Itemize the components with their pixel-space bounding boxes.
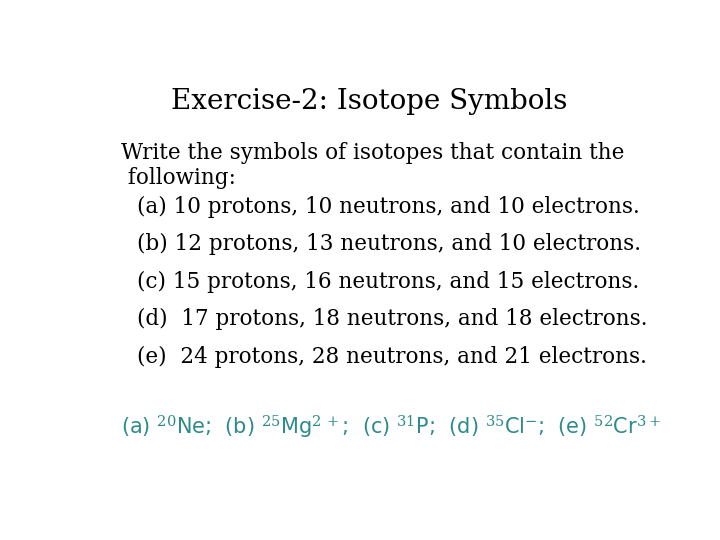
Text: Exercise-2: Isotope Symbols: Exercise-2: Isotope Symbols bbox=[171, 87, 567, 114]
Text: (e)  24 protons, 28 neutrons, and 21 electrons.: (e) 24 protons, 28 neutrons, and 21 elec… bbox=[138, 346, 647, 368]
Text: (b) 12 protons, 13 neutrons, and 10 electrons.: (b) 12 protons, 13 neutrons, and 10 elec… bbox=[138, 233, 642, 255]
Text: (c) 15 protons, 16 neutrons, and 15 electrons.: (c) 15 protons, 16 neutrons, and 15 elec… bbox=[138, 271, 639, 293]
Text: (a) $^{20}$Ne;  (b) $^{25}$Mg$^{2\,+}$;  (c) $^{31}$P;  (d) $^{35}$Cl$^{-}$;  (e: (a) $^{20}$Ne; (b) $^{25}$Mg$^{2\,+}$; (… bbox=[121, 414, 661, 441]
Text: (a) 10 protons, 10 neutrons, and 10 electrons.: (a) 10 protons, 10 neutrons, and 10 elec… bbox=[138, 196, 640, 218]
Text: Write the symbols of isotopes that contain the: Write the symbols of isotopes that conta… bbox=[121, 141, 624, 164]
Text: (d)  17 protons, 18 neutrons, and 18 electrons.: (d) 17 protons, 18 neutrons, and 18 elec… bbox=[138, 308, 648, 330]
Text: following:: following: bbox=[121, 167, 235, 188]
